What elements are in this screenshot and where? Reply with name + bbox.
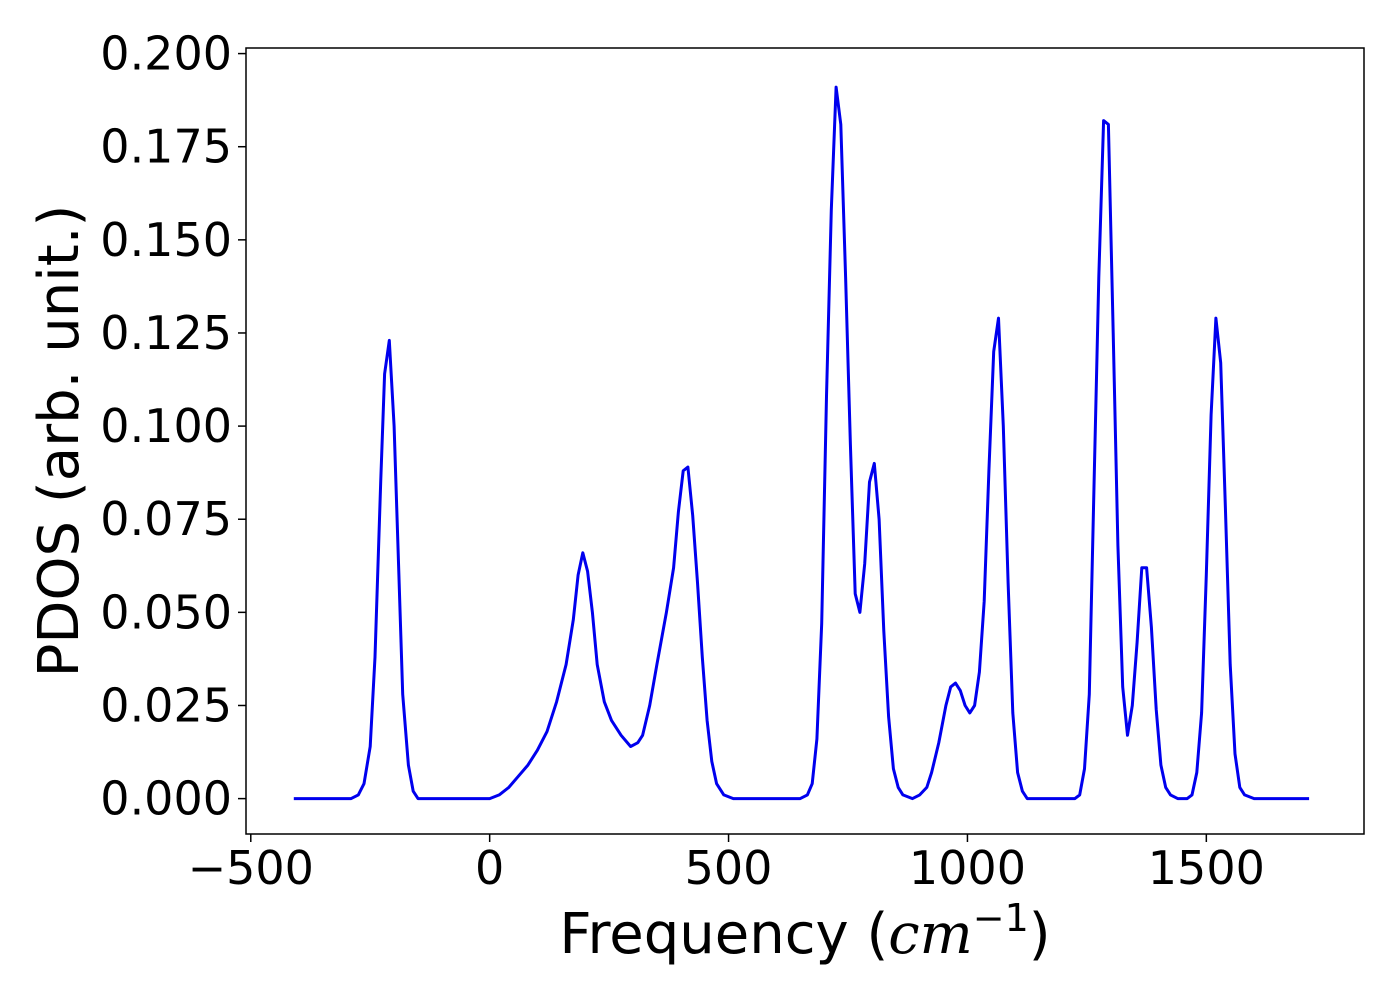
x-axis-label-math: cm xyxy=(888,902,972,967)
x-axis-label: Frequency (cm−1) xyxy=(559,896,1050,967)
x-tick-label-4: 1500 xyxy=(1148,841,1265,895)
y-tick-label-6: 0.150 xyxy=(100,213,232,267)
y-tick-label-1: 0.025 xyxy=(100,678,232,732)
x-axis-label-prefix: Frequency ( xyxy=(559,902,888,967)
y-axis: 0.000 0.025 0.050 0.075 0.100 0.125 0.150 0.175… xyxy=(100,27,246,826)
x-axis: −500 0 500 1000 1500 xyxy=(188,834,1265,895)
series-line-0 xyxy=(293,85,1310,801)
x-axis-label-suffix: ) xyxy=(1029,902,1051,967)
series-layer xyxy=(293,85,1310,801)
x-axis-label-exponent: −1 xyxy=(973,896,1029,940)
plot-frame xyxy=(245,47,1365,835)
y-axis-label: PDOS (arb. unit.) xyxy=(27,205,92,678)
y-tick-label-3: 0.075 xyxy=(100,492,232,546)
y-tick-label-7: 0.175 xyxy=(100,120,232,174)
y-tick-label-2: 0.050 xyxy=(100,585,232,639)
y-tick-label-0: 0.000 xyxy=(100,772,232,826)
plot-background xyxy=(246,48,1364,834)
x-tick-label-1: 0 xyxy=(475,841,504,895)
y-tick-label-4: 0.100 xyxy=(100,399,232,453)
x-tick-label-0: −500 xyxy=(188,841,314,895)
x-tick-label-2: 500 xyxy=(685,841,773,895)
x-tick-label-3: 1000 xyxy=(909,841,1026,895)
y-tick-label-8: 0.200 xyxy=(100,27,232,81)
y-tick-label-5: 0.125 xyxy=(100,306,232,360)
